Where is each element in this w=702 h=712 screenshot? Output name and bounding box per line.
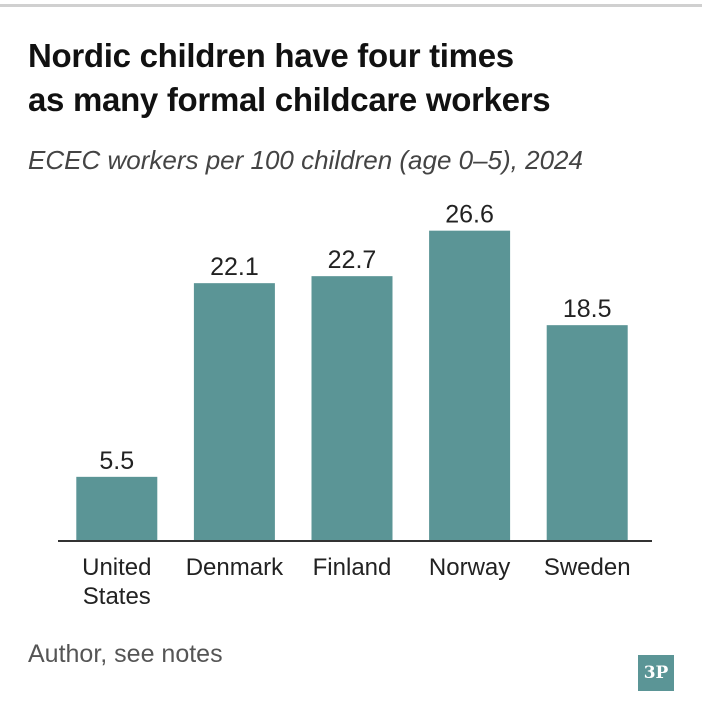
chart-title-line-1: Nordic children have four times [28,37,514,74]
source-note: Author, see notes [28,640,223,668]
category-label-0-1: States [83,583,151,610]
top-rule [0,4,702,7]
data-label-4: 18.5 [563,295,612,323]
data-label-1: 22.1 [210,253,259,281]
bar-0 [76,476,158,541]
chart-subtitle: ECEC workers per 100 children (age 0–5),… [28,145,583,175]
bar-4 [546,325,628,541]
category-label-3-0: Norway [429,554,510,581]
chart-title-line-2: as many formal childcare workers [28,81,551,118]
bar-3 [429,230,511,541]
data-label-0: 5.5 [99,447,134,475]
category-label-0-0: United [82,554,151,581]
bar-1 [193,283,275,541]
bar-2 [311,276,393,541]
publisher-logo: 3P [638,655,674,691]
data-label-3: 26.6 [445,201,494,229]
category-label-2-0: Finland [313,554,392,581]
data-label-2: 22.7 [328,246,377,274]
chart-title: Nordic children have four times as many … [28,34,678,122]
category-label-4-0: Sweden [544,554,631,581]
category-label-1-0: Denmark [186,554,284,581]
